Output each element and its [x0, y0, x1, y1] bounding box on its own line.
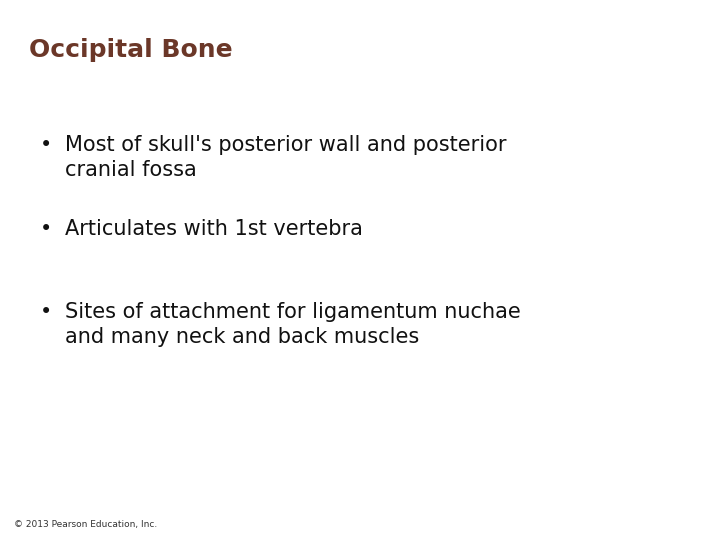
Text: •: •	[40, 135, 52, 155]
Text: •: •	[40, 302, 52, 322]
Text: Articulates with 1st vertebra: Articulates with 1st vertebra	[65, 219, 363, 239]
Text: Most of skull's posterior wall and posterior
cranial fossa: Most of skull's posterior wall and poste…	[65, 135, 506, 180]
Text: •: •	[40, 219, 52, 239]
Text: Sites of attachment for ligamentum nuchae
and many neck and back muscles: Sites of attachment for ligamentum nucha…	[65, 302, 521, 347]
Text: Occipital Bone: Occipital Bone	[29, 38, 233, 62]
Text: © 2013 Pearson Education, Inc.: © 2013 Pearson Education, Inc.	[14, 520, 158, 529]
